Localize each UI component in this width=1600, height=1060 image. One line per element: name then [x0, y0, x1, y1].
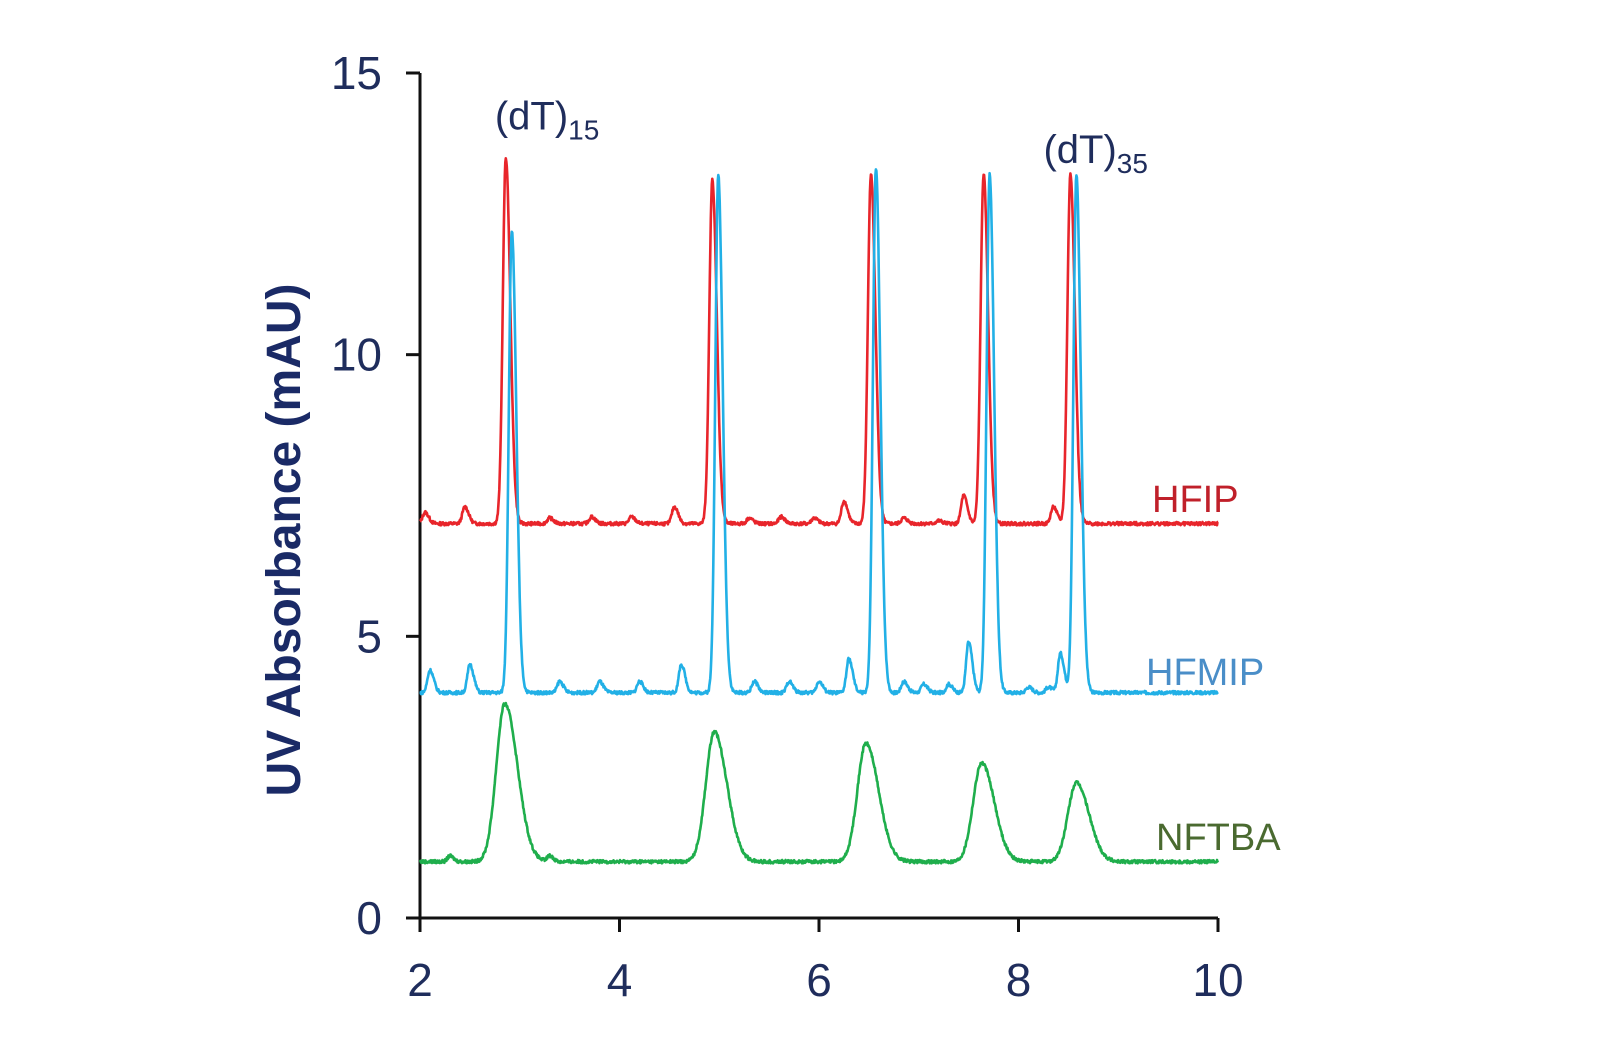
x-tick-label: 10 — [1192, 954, 1243, 1006]
series-line-hfip — [419, 157, 1219, 527]
series-line-hfmip — [419, 168, 1219, 696]
y-tick-label: 0 — [356, 892, 382, 944]
annotation-dt35: (dT)35 — [1043, 128, 1147, 179]
axes: 2 4 6 8 10 0 5 10 15 — [331, 47, 1244, 1006]
x-tick-label: 8 — [1006, 954, 1032, 1006]
x-tick-label: 4 — [607, 954, 633, 1006]
series-label-hfmip: HFMIP — [1146, 652, 1264, 694]
x-tick-label: 2 — [407, 954, 433, 1006]
series-line-nftba — [418, 701, 1220, 865]
y-tick-label: 5 — [356, 610, 382, 662]
x-tick-label: 6 — [806, 954, 832, 1006]
series-label-hfip: HFIP — [1152, 479, 1239, 521]
series-group: HFIP HFMIP NFTBA — [418, 157, 1281, 865]
series-label-nftba: NFTBA — [1156, 817, 1281, 859]
y-tick-label: 15 — [331, 47, 382, 99]
annotation-dt15: (dT)15 — [495, 94, 599, 145]
y-tick-label: 10 — [331, 329, 382, 381]
y-axis-label: UV Absorbance (mAU) — [258, 284, 311, 797]
